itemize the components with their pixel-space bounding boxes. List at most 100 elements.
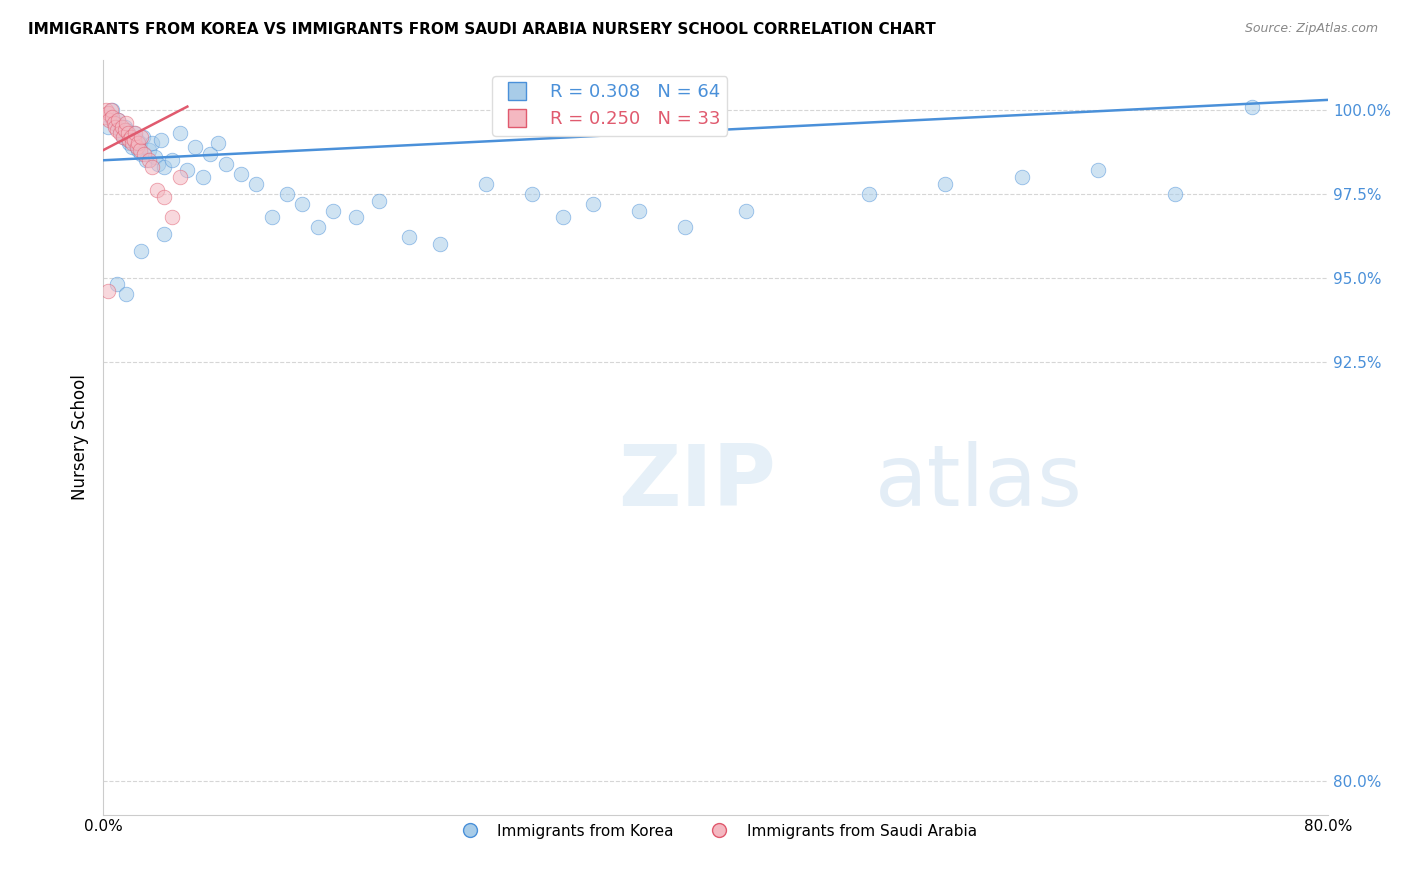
Point (122, 127, 145, 141)
Point (169, 169, 191, 184)
Point (475, 177, 498, 191)
Point (429, 237, 451, 252)
Legend: Immigrants from Korea, Immigrants from Saudi Arabia: Immigrants from Korea, Immigrants from S… (449, 817, 983, 845)
Point (1087, 163, 1109, 178)
Point (148, 156, 170, 170)
Point (105, 123, 128, 137)
Point (110, 120, 132, 134)
Point (97, 106, 120, 120)
Point (115, 123, 138, 137)
Point (169, 127, 191, 141)
Point (96, 103, 118, 117)
Point (115, 287, 138, 301)
Point (118, 136, 141, 151)
Point (120, 129, 142, 144)
Point (103, 116, 125, 130)
Point (104, 116, 127, 130)
Point (97, 120, 120, 134)
Text: IMMIGRANTS FROM KOREA VS IMMIGRANTS FROM SAUDI ARABIA NURSERY SCHOOL CORRELATION: IMMIGRANTS FROM KOREA VS IMMIGRANTS FROM… (28, 22, 936, 37)
Y-axis label: Nursery School: Nursery School (72, 374, 89, 500)
Text: atlas: atlas (875, 441, 1083, 524)
Point (344, 211, 367, 225)
Point (127, 143, 149, 157)
Point (121, 136, 143, 151)
Point (117, 133, 139, 147)
Point (551, 211, 574, 225)
Point (121, 140, 143, 154)
Point (110, 127, 132, 141)
Point (934, 177, 956, 191)
Point (125, 133, 148, 147)
Point (1011, 169, 1033, 184)
Point (122, 133, 145, 147)
Point (143, 150, 166, 164)
Point (135, 153, 157, 168)
Point (160, 211, 183, 225)
Point (520, 186, 543, 201)
Point (124, 127, 146, 141)
Point (107, 113, 129, 128)
Point (134, 146, 156, 161)
Point (322, 203, 344, 218)
Point (229, 167, 252, 181)
Point (153, 160, 176, 174)
Point (176, 163, 198, 178)
Point (628, 203, 651, 218)
Point (114, 120, 136, 134)
Point (105, 277, 128, 292)
Point (200, 146, 222, 161)
Point (93, 110, 115, 124)
Text: Source: ZipAtlas.com: Source: ZipAtlas.com (1244, 22, 1378, 36)
Point (307, 220, 329, 235)
Point (115, 116, 138, 130)
Point (128, 143, 150, 157)
Point (291, 197, 314, 211)
Point (214, 156, 236, 170)
Point (1240, 99, 1263, 113)
Point (145, 184, 167, 198)
Point (131, 244, 153, 258)
Point (735, 203, 758, 218)
Point (858, 186, 880, 201)
Point (97, 284, 120, 298)
Point (100, 110, 122, 124)
Text: ZIP: ZIP (617, 441, 775, 524)
Point (125, 140, 148, 154)
Point (138, 143, 160, 157)
Point (160, 153, 183, 168)
Point (101, 110, 124, 124)
Point (114, 123, 136, 137)
Point (150, 133, 173, 147)
Point (1164, 186, 1187, 201)
Point (124, 136, 146, 151)
Point (673, 220, 696, 235)
Point (127, 136, 149, 151)
Point (120, 129, 142, 144)
Point (108, 123, 131, 137)
Point (141, 160, 163, 174)
Point (398, 230, 420, 244)
Point (131, 146, 153, 161)
Point (101, 103, 124, 117)
Point (191, 169, 214, 184)
Point (104, 120, 127, 134)
Point (184, 140, 207, 154)
Point (141, 136, 163, 151)
Point (138, 153, 160, 168)
Point (117, 127, 139, 141)
Point (245, 177, 267, 191)
Point (100, 103, 122, 117)
Point (153, 190, 176, 204)
Point (107, 113, 129, 128)
Point (131, 129, 153, 144)
Point (582, 197, 605, 211)
Point (276, 186, 298, 201)
Point (153, 227, 176, 241)
Point (112, 129, 135, 144)
Point (98, 113, 121, 128)
Point (260, 211, 283, 225)
Point (207, 136, 229, 151)
Point (367, 194, 389, 208)
Point (118, 133, 141, 147)
Point (112, 129, 135, 144)
